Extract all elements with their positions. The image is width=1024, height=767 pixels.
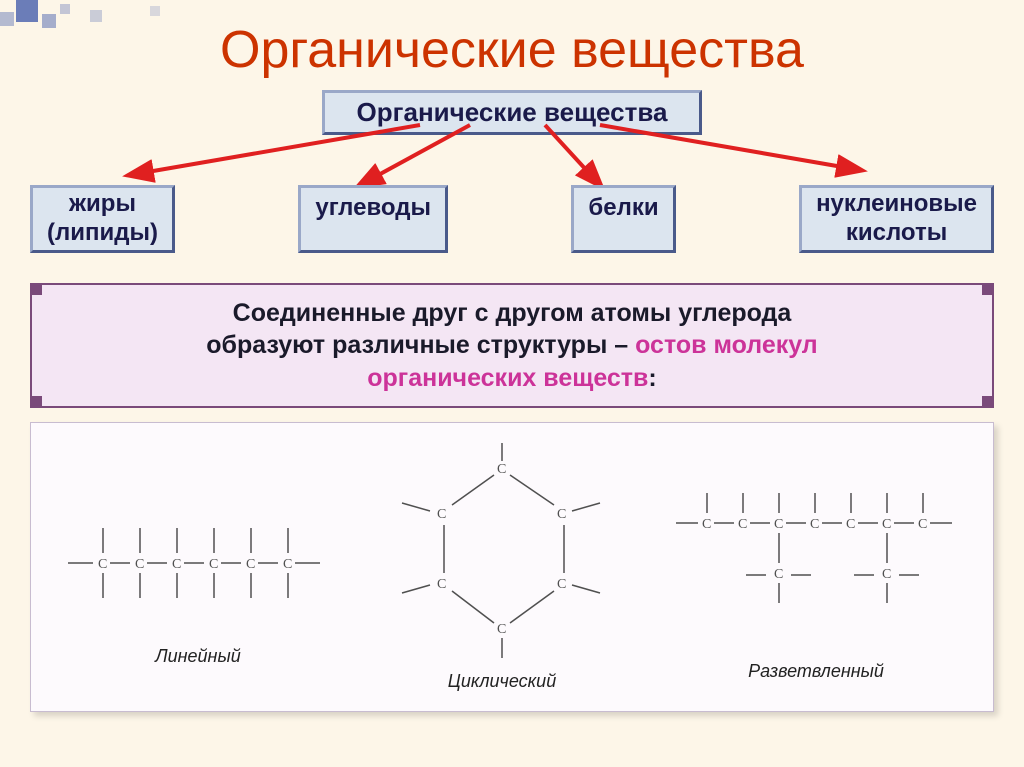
structure-label: Циклический	[372, 671, 632, 692]
svg-text:C: C	[437, 507, 446, 522]
structure-label: Разветвленный	[666, 661, 966, 682]
svg-text:C: C	[738, 517, 747, 532]
category-lipids: жиры (липиды)	[30, 185, 175, 253]
svg-text:C: C	[882, 517, 891, 532]
description-panel: Соединенные друг с другом атомы углерода…	[30, 283, 994, 409]
svg-text:C: C	[98, 557, 107, 572]
root-node: Органические вещества	[322, 90, 702, 135]
svg-text:C: C	[557, 577, 566, 592]
svg-text:C: C	[283, 557, 292, 572]
svg-text:C: C	[918, 517, 927, 532]
svg-text:C: C	[702, 517, 711, 532]
svg-text:C: C	[497, 462, 506, 477]
svg-text:C: C	[774, 567, 783, 582]
category-proteins: белки	[571, 185, 675, 253]
category-carbohydrates: углеводы	[298, 185, 448, 253]
svg-text:C: C	[209, 557, 218, 572]
cyclic-diagram: C C C C C C	[372, 443, 632, 663]
structures-panel: C C C C C C Линейный C C C	[30, 422, 994, 712]
structure-cyclic: C C C C C C Циклич	[372, 443, 632, 692]
svg-text:C: C	[246, 557, 255, 572]
svg-text:C: C	[882, 567, 891, 582]
desc-line3: органических веществ:	[62, 362, 962, 395]
branched-diagram: C C C C C C C C	[666, 453, 966, 653]
svg-text:C: C	[437, 577, 446, 592]
structure-linear: C C C C C C Линейный	[58, 468, 338, 667]
label: кислоты	[816, 219, 977, 248]
svg-text:C: C	[172, 557, 181, 572]
desc-line1: Соединенные друг с другом атомы углерода	[62, 297, 962, 330]
category-row: жиры (липиды) углеводы белки нуклеиновые…	[0, 185, 1024, 253]
linear-diagram: C C C C C C	[58, 468, 338, 638]
svg-text:C: C	[135, 557, 144, 572]
svg-text:C: C	[774, 517, 783, 532]
svg-text:C: C	[497, 622, 506, 637]
corner-decoration	[0, 0, 220, 45]
desc-line2: образуют различные структуры – остов мол…	[62, 329, 962, 362]
structure-label: Линейный	[58, 646, 338, 667]
label: (липиды)	[47, 219, 158, 248]
label: нуклеиновые	[816, 190, 977, 219]
label: жиры	[47, 190, 158, 219]
svg-text:C: C	[846, 517, 855, 532]
svg-text:C: C	[810, 517, 819, 532]
structure-branched: C C C C C C C C	[666, 453, 966, 682]
svg-text:C: C	[557, 507, 566, 522]
category-nucleic-acids: нуклеиновые кислоты	[799, 185, 994, 253]
